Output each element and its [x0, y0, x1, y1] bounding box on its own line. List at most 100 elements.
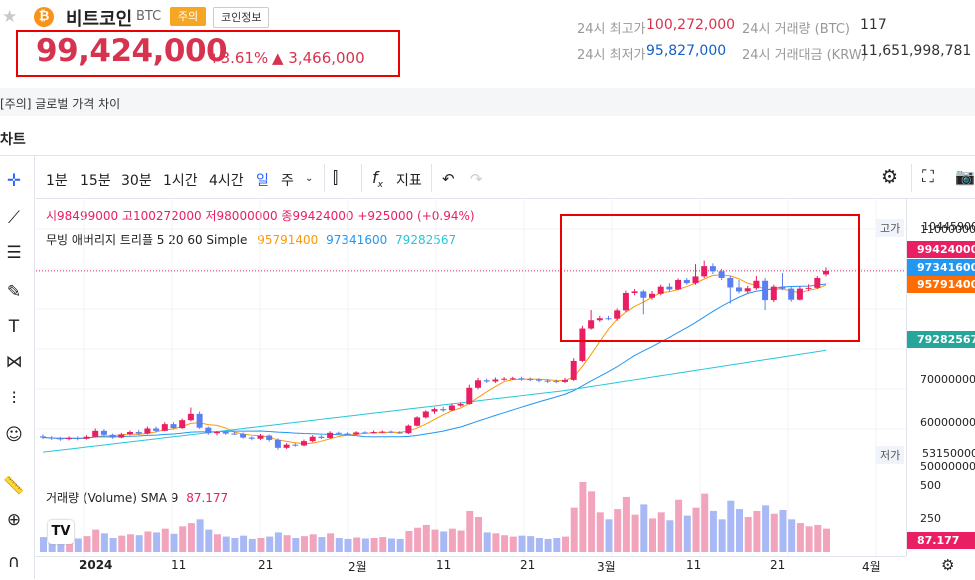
candle-body [535, 379, 542, 381]
candle-body [431, 409, 438, 412]
interval-30m[interactable]: 30분 [121, 173, 152, 189]
volume-bar [631, 514, 639, 552]
section-title: 차트 [0, 132, 26, 148]
coin-info-button[interactable]: 코인정보 [213, 7, 270, 28]
interval-1m[interactable]: 1분 [46, 173, 68, 189]
ma5-price-tag: 95791400 [907, 276, 975, 293]
favorite-star-icon[interactable]: ★ [2, 7, 18, 27]
ma60-value: 79282567 [395, 233, 457, 247]
crosshair-tool-icon[interactable]: ✛ [6, 171, 22, 191]
candle-body [74, 437, 81, 439]
pattern-tool-icon[interactable]: ⋈ [5, 352, 23, 372]
volume-bar [605, 519, 613, 552]
candle-body [718, 271, 725, 278]
text-tool-icon[interactable]: T [8, 317, 20, 337]
candle-body [153, 428, 160, 431]
candle-body [701, 266, 708, 277]
redo-icon[interactable]: ↷ [470, 170, 483, 188]
volume-bar [66, 538, 74, 552]
magnet-tool-icon[interactable]: ∩ [7, 552, 21, 572]
candle-body [657, 286, 664, 294]
trendline-tool-icon[interactable]: ⟋ [8, 208, 20, 228]
candle-body [649, 293, 655, 298]
volume-bar [361, 538, 369, 552]
undo-icon[interactable]: ↶ [442, 170, 455, 188]
tradingview-logo-icon[interactable]: TV [48, 520, 74, 544]
volume-bar [231, 538, 239, 552]
volume-bar [553, 538, 561, 552]
candle-body [344, 433, 351, 435]
indicator-fx-icon[interactable]: fx [372, 168, 383, 191]
time-tick: 3월 [597, 560, 616, 574]
volume-bar [370, 538, 378, 552]
zoom-tool-icon[interactable]: ⊕ [6, 510, 22, 530]
volume-bar [779, 510, 787, 552]
axis-settings-gear-icon[interactable]: ⚙ [941, 556, 955, 574]
interval-4h[interactable]: 4시간 [209, 173, 244, 189]
close-price-tag: 99424000 [907, 241, 975, 258]
price-chart[interactable] [36, 198, 906, 556]
candle-type-icon[interactable]: ⫿ [333, 168, 339, 187]
candle-body [709, 266, 716, 272]
ruler-tool-icon[interactable]: 📏 [3, 476, 25, 496]
volume-bar [196, 519, 204, 552]
candle-body [683, 279, 690, 284]
candle-body [448, 405, 455, 411]
volume-bar [579, 482, 587, 552]
candle-body [335, 432, 342, 434]
candle-body [692, 276, 699, 284]
volume-bar [570, 507, 578, 552]
candle-body [814, 277, 821, 288]
volume-bar [544, 538, 552, 552]
volume-bar [509, 536, 517, 552]
candle-body [527, 379, 534, 381]
fullscreen-icon[interactable]: ⛶ [922, 167, 934, 187]
volume-bar [588, 491, 596, 552]
candle-body [205, 427, 212, 434]
volume-sma-tag: 87.177 [907, 532, 975, 549]
indicator-button[interactable]: 지표 [396, 173, 422, 189]
candle-body [492, 379, 499, 382]
volume-bar [405, 531, 413, 552]
candle-body [248, 437, 255, 439]
volume-bar [562, 536, 569, 552]
candle-body [414, 417, 421, 426]
interval-1d[interactable]: 일 [256, 173, 269, 189]
chevron-down-icon[interactable]: ⌄ [305, 173, 314, 184]
time-tick: 2월 [348, 560, 367, 574]
volume-bar [753, 510, 761, 552]
candle-body [92, 430, 99, 437]
interval-15m[interactable]: 15분 [80, 173, 111, 189]
fib-tool-icon[interactable]: ☰ [6, 243, 22, 263]
price-axis[interactable] [906, 198, 975, 556]
volume-bar [170, 533, 178, 552]
candle-body [257, 435, 264, 439]
low-marker-label: 저가 [876, 446, 905, 464]
volume-bar [240, 535, 248, 552]
volume-label: 24시 거래량 (BTC) [742, 22, 850, 37]
settings-gear-icon[interactable]: ⚙ [881, 166, 899, 188]
brush-tool-icon[interactable]: ✎ [6, 282, 22, 302]
candle-body [614, 310, 621, 319]
volume-bar [205, 529, 213, 552]
volume-bar [596, 512, 604, 552]
emoji-tool-icon[interactable]: ☺ [5, 425, 23, 445]
volume-bar [770, 513, 778, 552]
candle-body [127, 432, 133, 435]
notice-text[interactable]: [주의] 글로벌 가격 차이 [0, 97, 121, 111]
volume-bar [422, 524, 430, 552]
volume-bar [466, 510, 474, 552]
volume-bar [475, 517, 482, 552]
candle-body [40, 436, 46, 438]
candle-body [518, 378, 525, 380]
volume-bar [396, 538, 404, 552]
volume-sma-value: 87.177 [186, 491, 229, 505]
time-axis[interactable] [36, 556, 906, 580]
candle-body [274, 439, 281, 448]
volume-bar [248, 538, 256, 552]
interval-1w[interactable]: 주 [281, 173, 294, 189]
camera-icon[interactable]: 📷 [955, 167, 975, 186]
prediction-tool-icon[interactable]: ⫶ [11, 389, 17, 409]
interval-1h[interactable]: 1시간 [163, 173, 198, 189]
volume-bar [527, 536, 535, 552]
